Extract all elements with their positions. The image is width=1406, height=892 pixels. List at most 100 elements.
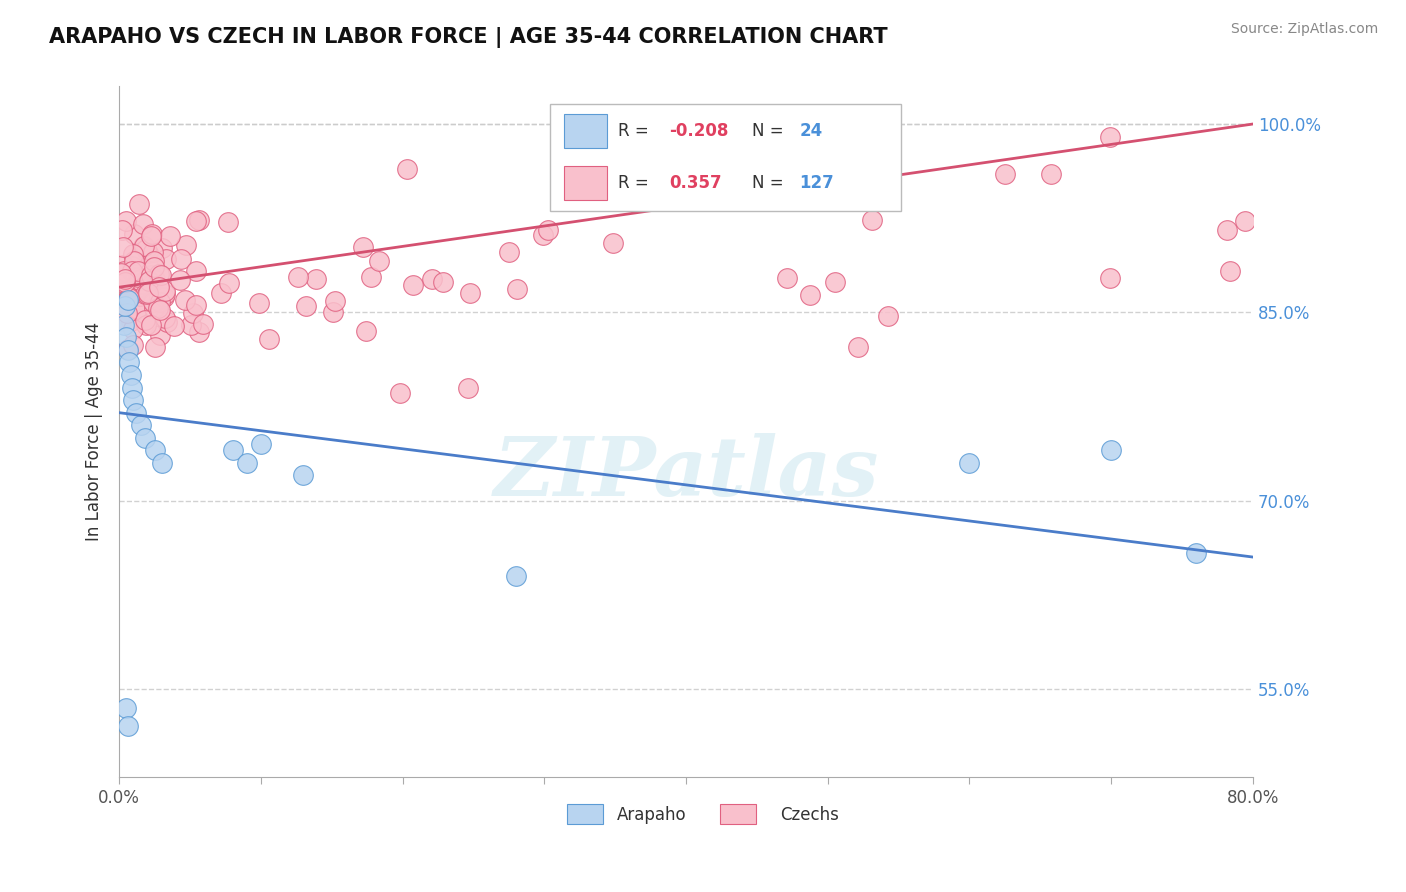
Point xyxy=(142,295,165,310)
Point xyxy=(125,301,148,315)
Point xyxy=(159,228,181,243)
Point xyxy=(506,282,529,296)
Point xyxy=(537,223,560,237)
Point xyxy=(184,298,207,312)
Point xyxy=(128,288,150,302)
Point xyxy=(1099,271,1122,285)
Point xyxy=(153,310,176,325)
Text: N =: N = xyxy=(752,122,789,140)
Text: -0.208: -0.208 xyxy=(669,122,728,140)
Point xyxy=(136,245,159,260)
Point xyxy=(149,303,172,318)
Point xyxy=(143,253,166,268)
Text: Arapaho: Arapaho xyxy=(616,805,686,823)
Point xyxy=(1233,213,1256,227)
Text: R =: R = xyxy=(619,122,654,140)
Point xyxy=(395,161,418,176)
Y-axis label: In Labor Force | Age 35-44: In Labor Force | Age 35-44 xyxy=(86,322,103,541)
Point xyxy=(128,283,150,297)
Point xyxy=(121,247,143,261)
Point xyxy=(860,212,883,227)
Point xyxy=(132,277,155,292)
Point xyxy=(110,314,132,328)
Point xyxy=(236,456,259,470)
Point xyxy=(457,381,479,395)
Point xyxy=(121,263,143,277)
Point xyxy=(115,305,138,319)
Point xyxy=(211,286,233,301)
Point xyxy=(128,273,150,287)
Bar xyxy=(564,166,607,201)
Point xyxy=(121,259,143,273)
Text: 127: 127 xyxy=(800,174,834,192)
Point xyxy=(131,217,153,231)
Point xyxy=(135,242,157,256)
Point xyxy=(118,355,141,369)
Bar xyxy=(567,805,603,823)
Point xyxy=(118,290,141,304)
Point xyxy=(150,268,173,283)
Point xyxy=(143,272,166,286)
Point xyxy=(668,158,690,172)
Point xyxy=(117,293,139,307)
Point xyxy=(156,315,179,329)
Point xyxy=(117,292,139,306)
Point xyxy=(117,719,139,733)
Text: R =: R = xyxy=(619,174,654,192)
Point xyxy=(134,287,156,301)
Point xyxy=(139,318,162,332)
Point xyxy=(824,275,846,289)
Point xyxy=(959,456,981,470)
Point xyxy=(322,305,344,319)
Point xyxy=(295,299,318,313)
Point xyxy=(153,290,176,304)
Point xyxy=(498,244,520,259)
Point xyxy=(120,314,142,328)
Point xyxy=(141,229,163,244)
Point xyxy=(150,456,173,470)
Point xyxy=(135,318,157,332)
Point xyxy=(139,268,162,282)
Point xyxy=(110,266,132,280)
Point xyxy=(1219,264,1241,278)
Point xyxy=(143,443,166,458)
Point xyxy=(115,330,138,344)
Point xyxy=(184,264,207,278)
Point xyxy=(1099,130,1122,145)
Point xyxy=(150,241,173,255)
Point xyxy=(131,239,153,253)
Point xyxy=(367,254,389,268)
Point xyxy=(163,318,186,333)
Point xyxy=(1185,546,1208,560)
Text: N =: N = xyxy=(752,174,789,192)
Point xyxy=(180,318,202,332)
Point xyxy=(112,264,135,278)
Text: 24: 24 xyxy=(800,122,823,140)
Point xyxy=(132,239,155,253)
Point xyxy=(848,340,870,354)
Point xyxy=(142,245,165,260)
Point xyxy=(111,223,134,237)
Point xyxy=(1215,223,1237,237)
Point xyxy=(114,275,136,289)
Point xyxy=(153,287,176,301)
Point xyxy=(128,279,150,293)
Bar xyxy=(564,114,607,148)
FancyBboxPatch shape xyxy=(550,103,901,211)
Point xyxy=(141,227,163,242)
Point xyxy=(118,291,141,305)
Point xyxy=(136,286,159,301)
Point xyxy=(259,332,281,346)
Point xyxy=(129,418,152,433)
Point xyxy=(142,301,165,315)
Point xyxy=(115,214,138,228)
Point xyxy=(120,368,142,382)
Point xyxy=(143,340,166,354)
Point xyxy=(114,299,136,313)
Point xyxy=(143,260,166,275)
Point xyxy=(149,295,172,310)
Point xyxy=(127,301,149,316)
Point xyxy=(287,269,309,284)
Point xyxy=(187,213,209,227)
Point xyxy=(155,252,177,266)
